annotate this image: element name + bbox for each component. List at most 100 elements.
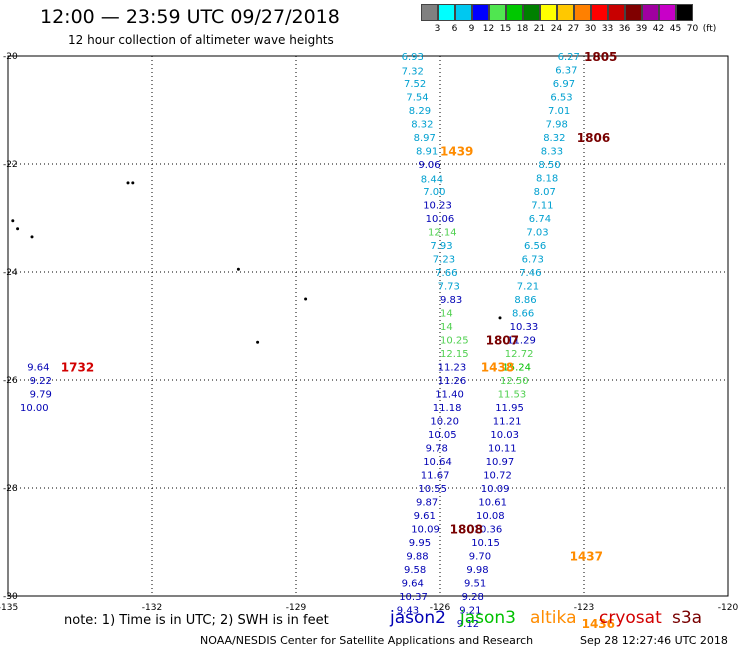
colorbar-swatch (676, 4, 693, 21)
colorbar-swatch (642, 4, 659, 21)
wave-height-value: 12.15 (440, 349, 469, 360)
colorbar-label: 36 (618, 24, 631, 34)
wave-height-value: 11.40 (435, 390, 464, 401)
map-subtitle: 12 hour collection of altimeter wave hei… (68, 33, 334, 47)
lat-tick-label: -24 (3, 268, 18, 278)
wave-height-value: 7.03 (526, 228, 548, 239)
wave-height-value: 11.95 (495, 403, 524, 414)
island-marker (498, 316, 502, 320)
lat-tick-label: -30 (3, 592, 18, 602)
satellite-legend-cryosat: cryosat (599, 608, 662, 628)
colorbar-swatch (591, 4, 608, 21)
wave-height-value: 10.15 (471, 538, 500, 549)
colorbar-label: 3 (434, 24, 441, 34)
pass-time-label: 1806 (577, 131, 610, 145)
wave-height-value: 10.09 (411, 525, 440, 536)
pass-time-label: 1437 (570, 550, 603, 564)
wave-height-value: 11.67 (421, 471, 450, 482)
footer-note: note: 1) Time is in UTC; 2) SWH is in fe… (64, 613, 329, 628)
pass-time-label: 1436 (582, 617, 615, 631)
wave-height-value: 11.18 (433, 403, 462, 414)
satellite-legend-altika: altika (530, 608, 577, 628)
island-marker (131, 181, 135, 185)
wave-height-value: 8.33 (541, 147, 563, 158)
wave-height-value: 10.37 (399, 592, 428, 603)
wave-height-value: 6.53 (550, 93, 572, 104)
colorbar-swatch (472, 4, 489, 21)
wave-height-value: 7.00 (423, 187, 445, 198)
lon-tick-label: -120 (718, 603, 739, 613)
wave-height-value: 9.70 (469, 552, 491, 563)
colorbar-label: 6 (451, 24, 458, 34)
wave-height-value: 9.95 (409, 538, 431, 549)
lon-tick-label: -126 (430, 603, 451, 613)
wave-height-value: 8.91 (416, 147, 438, 158)
wave-height-value: 10.33 (510, 322, 539, 333)
colorbar-swatch (557, 4, 574, 21)
wave-height-value: 7.32 (402, 67, 424, 78)
lon-tick-label: -129 (286, 603, 307, 613)
wave-height-value: 9.12 (457, 619, 479, 630)
wave-height-value: 10.23 (423, 201, 452, 212)
wave-height-value: 14 (440, 322, 453, 333)
wave-height-value: 9.28 (462, 592, 484, 603)
wave-height-value: 9.79 (30, 390, 52, 401)
wave-height-value: 10.03 (490, 430, 519, 441)
island-marker (30, 235, 34, 239)
wave-height-value: 8.32 (411, 120, 433, 131)
wave-height-value: 7.52 (404, 79, 426, 90)
wave-height-value: 11.29 (507, 336, 536, 347)
pass-time-label: 1732 (61, 361, 94, 375)
wave-height-value: 8.86 (514, 295, 536, 306)
pass-time-label: 1438 (481, 361, 514, 375)
wave-height-value: 15.24 (502, 363, 531, 374)
wave-height-value: 10.61 (478, 498, 507, 509)
colorbar-label: 18 (516, 24, 529, 34)
colorbar-label: 33 (601, 24, 614, 34)
wave-height-value: 9.87 (416, 498, 438, 509)
pass-time-label: 1805 (584, 50, 617, 64)
wave-height-value: 7.21 (517, 282, 539, 293)
wave-height-value: 8.32 (543, 133, 565, 144)
generation-timestamp: Sep 28 12:27:46 UTC 2018 (580, 634, 728, 647)
colorbar-swatch (506, 4, 523, 21)
lat-tick-label: -20 (3, 52, 18, 62)
colorbar-swatch (523, 4, 540, 21)
lat-tick-label: -22 (3, 160, 18, 170)
colorbar-swatch (540, 4, 557, 21)
wave-height-value: 9.21 (459, 606, 481, 617)
colorbar-swatch (574, 4, 591, 21)
colorbar-swatch (659, 4, 676, 21)
wave-height-value: 6.97 (553, 79, 575, 90)
island-marker (16, 227, 20, 231)
colorbar-label: 21 (533, 24, 546, 34)
lat-tick-label: -26 (3, 376, 18, 386)
colorbar-label: 12 (482, 24, 495, 34)
colorbar-label: 70 (686, 24, 699, 34)
colorbar-label: 45 (669, 24, 682, 34)
island-marker (236, 267, 240, 271)
colorbar-swatch (608, 4, 625, 21)
wave-height-value: 8.44 (421, 175, 443, 186)
wave-height-value: 7.01 (548, 106, 570, 117)
lon-tick-label: -135 (0, 603, 18, 613)
wave-height-value: 6.74 (529, 214, 551, 225)
colorbar-label: 39 (635, 24, 648, 34)
wave-height-value: 10.72 (483, 471, 512, 482)
wave-height-value: 7.98 (546, 120, 568, 131)
wave-height-value: 10.11 (488, 444, 517, 455)
colorbar-label: 9 (468, 24, 475, 34)
colorbar-label: 30 (584, 24, 597, 34)
colorbar-label: 24 (550, 24, 563, 34)
wave-height-value: 6.56 (524, 241, 546, 252)
credit-line: NOAA/NESDIS Center for Satellite Applica… (200, 634, 534, 647)
wave-height-value: 10.20 (430, 417, 459, 428)
map-title: 12:00 — 23:59 UTC 09/27/2018 (40, 6, 340, 28)
wave-height-value: 7.23 (433, 255, 455, 266)
wave-height-value: 12.14 (428, 228, 457, 239)
wave-height-value: 7.66 (435, 268, 457, 279)
wave-height-value: 7.54 (406, 93, 428, 104)
wave-height-value: 8.97 (414, 133, 436, 144)
